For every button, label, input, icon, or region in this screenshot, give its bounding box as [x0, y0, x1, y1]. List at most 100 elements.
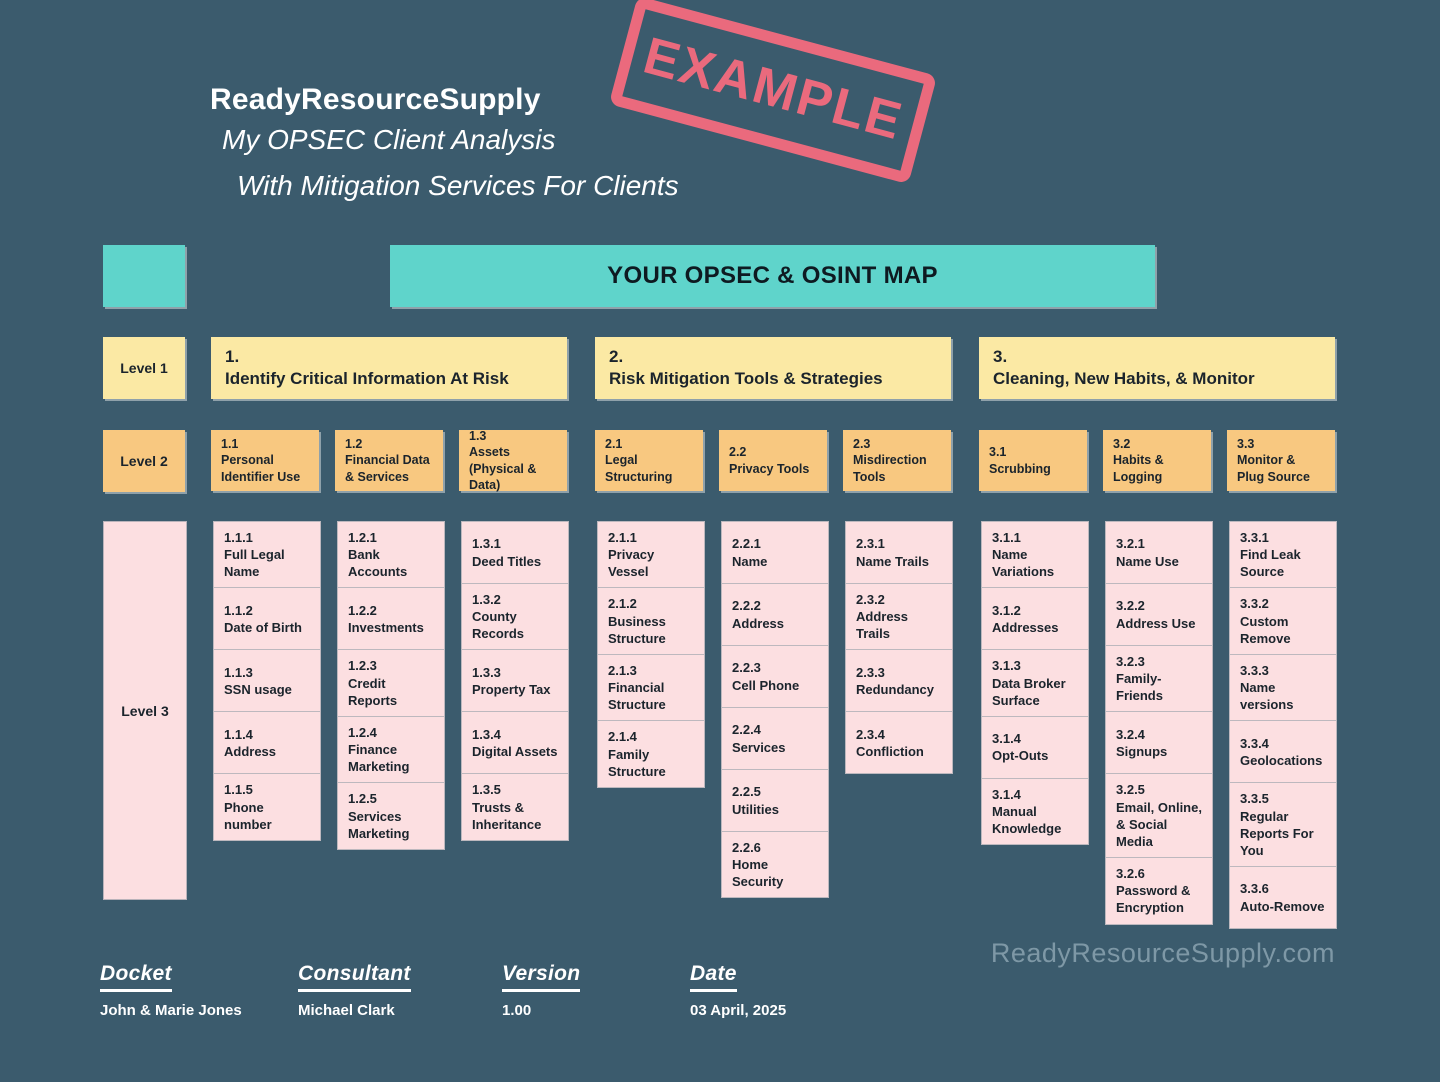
level3-item-label: Cell Phone: [732, 677, 800, 693]
level3-item-code: 3.3.5: [1240, 791, 1269, 807]
level3-item-box: 2.2.3 Cell Phone: [721, 645, 829, 708]
level3-item-box: 1.3.2 County Records: [461, 583, 569, 651]
level2-category-code: 2.3: [853, 437, 871, 452]
level3-item-code: 2.2.6: [732, 840, 761, 855]
level3-item-label: Name Variations: [992, 547, 1055, 580]
level2-group-row: 3.1 Scrubbing 3.2 Habits & Logging 3.3 Monito…: [979, 430, 1335, 491]
level3-item-box: 2.1.4 Family Structure: [597, 720, 705, 788]
level1-label: Level 1: [103, 337, 185, 399]
level3-item-label: Redundancy: [856, 681, 935, 697]
level3-item-code: 1.1.4: [224, 726, 253, 742]
level2-category-title: Assets (Physical & Data): [469, 445, 537, 492]
level3-item-box: 2.3.1 Name Trails: [845, 521, 953, 584]
level3-column: 1.2.1 Bank Accounts 1.2.2 Investments 1.2.3 C…: [337, 521, 445, 850]
level3-item-code: 3.3.2: [1240, 596, 1269, 612]
level2-category-code: 3.2: [1113, 437, 1131, 452]
level3-item-code: 3.2.6: [1116, 866, 1145, 882]
level3-item-box: 1.2.5 Services Marketing: [337, 782, 445, 850]
level3-column: 3.3.1 Find Leak Source 3.3.2 Custom Remove 3…: [1229, 521, 1337, 930]
level2-category-title: Monitor & Plug Source: [1237, 453, 1310, 484]
level3-column: 1.3.1 Deed Titles 1.3.2 County Records 1.3.3…: [461, 521, 569, 850]
site-watermark: ReadyResourceSupply.com: [990, 938, 1335, 968]
subtitle-line-1: My OPSEC Client Analysis: [222, 124, 556, 155]
level3-item-code: 3.1.2: [992, 602, 1021, 618]
level3-item-code: 2.3.1: [856, 536, 885, 552]
level3-item-label: Business Structure: [608, 613, 666, 646]
level2-category-code: 1.3: [469, 429, 487, 443]
title-block: ReadyResourceSupply My OPSEC Client Anal…: [210, 82, 679, 202]
level3-item-code: 2.1.3: [608, 662, 637, 678]
level3-item-box: 3.2.4 Signups: [1105, 711, 1213, 775]
level3-item-box: 3.3.4 Geolocations: [1229, 720, 1337, 784]
level3-item-code: 3.2.4: [1116, 726, 1145, 742]
level3-item-code: 3.2.2: [1116, 598, 1145, 614]
level2-category-box: 3.2 Habits & Logging: [1103, 430, 1211, 491]
level3-item-label: Finance Marketing: [348, 742, 410, 775]
level3-band: Level 3 1.1.1 Full Legal Name 1.1.2 Date of…: [103, 521, 1337, 930]
level1-group-title: Cleaning, New Habits, & Monitor: [993, 369, 1255, 388]
level3-item-label: Addresses: [992, 619, 1059, 635]
level3-item-label: SSN usage: [224, 681, 292, 697]
level3-item-box: 2.2.4 Services: [721, 707, 829, 770]
level3-item-label: Family-Friends: [1116, 671, 1163, 704]
level3-item-box: 1.1.1 Full Legal Name: [213, 521, 321, 589]
teal-accent-square: [103, 245, 185, 307]
level1-group-number: 2.: [609, 346, 624, 366]
level3-item-box: 1.2.1 Bank Accounts: [337, 521, 445, 589]
level3-item-label: Deed Titles: [472, 553, 542, 569]
level3-item-label: Date of Birth: [224, 619, 302, 635]
level2-category-box: 2.2 Privacy Tools: [719, 430, 827, 491]
level3-item-box: 3.1.1 Name Variations: [981, 521, 1089, 589]
level3-item-box: 2.3.2 Address Trails: [845, 583, 953, 651]
level3-item-code: 3.3.6: [1240, 881, 1269, 897]
level3-group-columns: 2.1.1 Privacy Vessel 2.1.2 Business Structu…: [597, 521, 953, 899]
level2-category-code: 2.2: [729, 445, 747, 460]
level3-item-code: 2.1.4: [608, 729, 637, 745]
level3-column: 2.2.1 Name 2.2.2 Address 2.2.3 Cell Phone 2.2.…: [721, 521, 829, 899]
level3-item-label: Phone number: [224, 799, 272, 832]
level3-item-code: 1.1.3: [224, 664, 253, 680]
level1-group-number: 1.: [225, 346, 240, 366]
level3-item-box: 3.2.3 Family-Friends: [1105, 645, 1213, 713]
level3-item-code: 3.1.3: [992, 658, 1021, 674]
level3-item-box: 2.2.2 Address: [721, 583, 829, 646]
level3-item-code: 2.2.1: [732, 536, 761, 552]
level3-item-code: 1.3.5: [472, 782, 501, 798]
level3-item-code: 3.3.1: [1240, 530, 1269, 545]
level3-item-code: 3.2.5: [1116, 782, 1145, 798]
level2-category-code: 1.2: [345, 437, 363, 452]
level3-item-code: 3.3.4: [1240, 735, 1269, 751]
level3-item-box: 1.2.2 Investments: [337, 587, 445, 651]
level2-category-code: 2.1: [605, 437, 623, 452]
level3-item-box: 3.3.6 Auto-Remove: [1229, 866, 1337, 930]
level3-item-box: 1.3.4 Digital Assets: [461, 711, 569, 775]
level2-category-box: 1.1 Personal Identifier Use: [211, 430, 319, 491]
level3-column: 3.2.1 Name Use 3.2.2 Address Use 3.2.3 Family…: [1105, 521, 1213, 929]
level3-item-box: 2.1.3 Financial Structure: [597, 653, 705, 722]
level3-item-box: 3.1.4 Manual Knowledge: [981, 777, 1089, 846]
footer-field: Consultant Michael Clark: [298, 962, 411, 1019]
level1-group-title: Risk Mitigation Tools & Strategies: [609, 369, 883, 388]
level3-item-code: 3.3.3: [1240, 662, 1269, 678]
level3-column: 3.1.1 Name Variations 3.1.2 Addresses 3.1.3 D…: [981, 521, 1089, 929]
footer-field-value: 1.00: [502, 1002, 532, 1019]
level3-item-label: Regular Reports For You: [1240, 808, 1314, 858]
level3-item-code: 1.2.4: [348, 724, 377, 740]
level3-item-label: Services Marketing: [348, 808, 410, 841]
level3-item-label: Name Trails: [856, 553, 929, 569]
level3-item-code: 2.1.1: [608, 530, 637, 545]
level1-group-number: 3.: [993, 346, 1008, 366]
footer-field-value: 03 April, 2025: [690, 1002, 787, 1019]
level3-item-label: Auto-Remove: [1240, 898, 1325, 914]
footer-field-label: Date: [690, 962, 737, 992]
level3-item-box: 2.1.1 Privacy Vessel: [597, 521, 705, 589]
footer-field-label: Docket: [100, 962, 172, 992]
level2-category-title: Privacy Tools: [729, 461, 810, 476]
level3-item-box: 2.2.5 Utilities: [721, 769, 829, 832]
footer-field: Docket John & Marie Jones: [100, 962, 242, 1019]
level3-item-code: 1.2.5: [348, 791, 377, 807]
level3-item-box: 2.1.2 Business Structure: [597, 587, 705, 655]
level3-item-box: 3.2.5 Email, Online, & Social Media: [1105, 773, 1213, 859]
level2-category-title: Personal Identifier Use: [221, 453, 301, 484]
level2-category-title: Misdirection Tools: [853, 453, 927, 484]
